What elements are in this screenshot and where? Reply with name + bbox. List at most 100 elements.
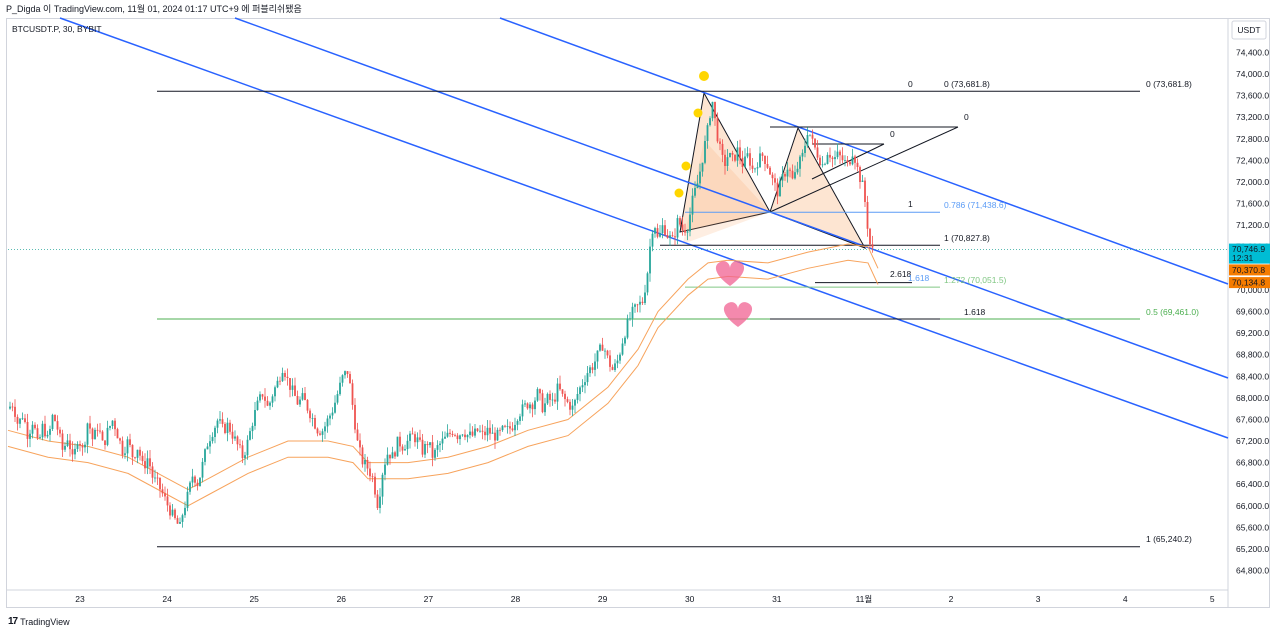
candle-body	[371, 476, 374, 478]
candle-body	[29, 433, 31, 439]
candle-body	[354, 404, 356, 430]
fib-label-one: 1	[908, 199, 913, 209]
price-tick: 72,000.0	[1236, 177, 1269, 187]
candle-body	[851, 156, 854, 165]
candle-body	[231, 431, 234, 439]
candle-body	[381, 474, 384, 497]
candle-body	[564, 393, 566, 400]
candle-body	[469, 431, 471, 435]
candle-body	[256, 400, 259, 410]
candle-body	[606, 350, 609, 356]
fib-retracement-lines[interactable]	[8, 90, 1228, 548]
candle-body	[444, 436, 446, 439]
candle-body	[406, 440, 409, 450]
candle-body	[811, 134, 814, 139]
candle-body	[204, 449, 206, 462]
candle-body	[319, 433, 321, 435]
currency-button[interactable]: USDT	[1231, 20, 1267, 40]
candle-body	[689, 214, 691, 232]
candle-body	[796, 168, 799, 173]
candle-body	[421, 439, 424, 455]
candle-body	[429, 442, 431, 446]
candle-body	[164, 493, 166, 497]
candle-body	[719, 141, 721, 144]
publish-header: P_Digda 이 TradingView.com, 11월 01, 2024 …	[0, 0, 1280, 18]
candle-body	[866, 202, 869, 229]
currency-label: USDT	[1237, 25, 1260, 35]
candle-body	[409, 433, 411, 441]
candle-body	[284, 373, 286, 377]
candle-body	[101, 431, 104, 441]
candle-body	[684, 230, 686, 233]
candle-body	[686, 231, 689, 233]
candle-body	[816, 147, 819, 158]
candle-body	[399, 436, 401, 447]
candle-body	[49, 429, 51, 435]
candle-body	[559, 383, 561, 390]
candle-body	[161, 489, 164, 494]
wedge-label-zero-a: 0	[964, 112, 969, 122]
candle-body	[676, 218, 679, 238]
candle-body	[414, 434, 416, 443]
time-tick: 24	[162, 594, 172, 604]
envelope-bands	[7, 243, 879, 507]
author-name[interactable]: P_Digda	[6, 4, 41, 14]
candle-body	[584, 382, 586, 386]
candle-body	[51, 414, 54, 429]
price-tick: 72,800.0	[1236, 134, 1269, 144]
candle-body	[401, 446, 404, 451]
candle-body	[346, 371, 349, 374]
candle-body	[699, 171, 701, 184]
candle-body	[611, 366, 614, 370]
candle-body	[251, 425, 254, 432]
candle-body	[781, 174, 784, 181]
price-tick: 72,400.0	[1236, 155, 1269, 165]
candle-body	[126, 439, 129, 454]
wedge-label-zero-b: 0	[890, 129, 895, 139]
time-tick: 28	[511, 594, 521, 604]
candle-body	[314, 418, 316, 429]
candle-body	[586, 373, 589, 383]
candle-body	[519, 416, 521, 421]
candle-body	[701, 162, 704, 172]
candle-body	[179, 522, 181, 524]
candle-body	[489, 427, 491, 434]
candle-body	[464, 434, 466, 438]
candle-body	[581, 385, 584, 388]
candle-body	[209, 441, 211, 447]
candle-body	[639, 301, 641, 305]
candle-body	[181, 515, 184, 522]
candle-body	[301, 393, 304, 400]
candle-body	[361, 447, 364, 465]
candle-body	[754, 168, 756, 170]
candle-body	[186, 491, 189, 508]
candle-body	[296, 396, 299, 405]
candle-body	[274, 387, 276, 397]
candle-body	[139, 449, 141, 456]
candle-body	[176, 518, 179, 524]
candle-body	[431, 442, 434, 458]
candle-body	[691, 195, 694, 215]
time-tick: 29	[598, 594, 608, 604]
candle-body	[36, 428, 39, 438]
fib-label-1: 1 (70,827.8)	[944, 233, 990, 243]
fib-label-1-bottom: 1 (65,240.2)	[1146, 534, 1192, 544]
candle-body	[141, 455, 144, 462]
fib-label-05: 0.5 (69,461.0)	[1146, 307, 1199, 317]
candle-body	[99, 430, 101, 432]
candle-body	[481, 430, 484, 432]
candle-body	[294, 385, 296, 396]
price-tick: 67,200.0	[1236, 436, 1269, 446]
yellow-dot-marker	[681, 161, 691, 171]
time-axis[interactable]: 23 24 25 26 27 28 29 30 31 11월 2 3 4 5	[75, 594, 1215, 604]
candle-body	[364, 460, 366, 465]
parallel-channel[interactable]	[59, 17, 1229, 439]
footer-brand[interactable]: TradingView	[20, 616, 70, 627]
harmonic-pattern-small[interactable]	[683, 140, 770, 244]
price-axis[interactable]: 74,400.0 74,000.0 73,600.0 73,200.0 72,800.0…	[1236, 47, 1269, 575]
candle-body	[829, 154, 831, 158]
candle-body	[659, 233, 661, 237]
candle-body	[329, 415, 331, 419]
symbol-title[interactable]: BTCUSDT.P, 30, BYBIT	[12, 24, 102, 34]
